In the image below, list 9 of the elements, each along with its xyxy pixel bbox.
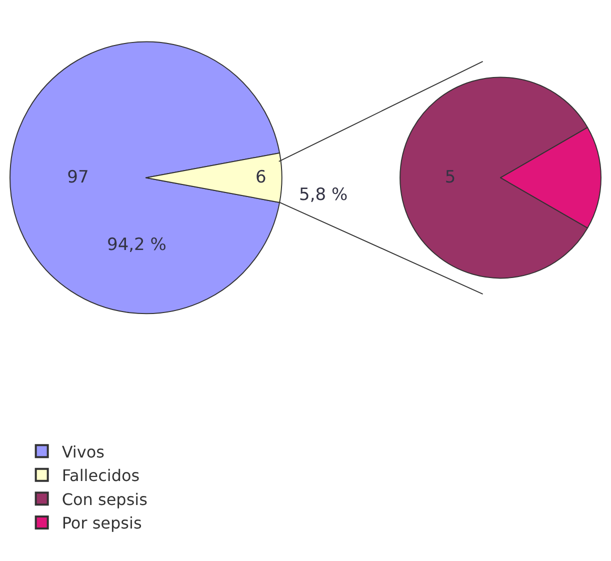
data-label: 5: [444, 168, 456, 188]
legend-label: Con sepsis: [62, 490, 148, 509]
text: 94,2 %: [107, 235, 166, 255]
legend-label: Por sepsis: [62, 514, 142, 533]
legend-label: Fallecidos: [62, 466, 140, 486]
text: 5,8 %: [299, 185, 348, 205]
legend-label: Vivos: [62, 442, 104, 462]
data-label: 97: [67, 168, 89, 188]
data-label: 6: [256, 168, 266, 188]
